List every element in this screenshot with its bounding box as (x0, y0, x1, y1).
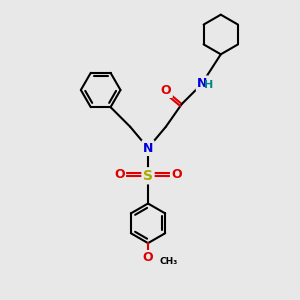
Text: H: H (204, 80, 213, 90)
Text: O: O (171, 168, 182, 181)
Text: S: S (143, 169, 153, 183)
Text: O: O (143, 251, 153, 265)
Text: N: N (197, 77, 208, 90)
Text: CH₃: CH₃ (160, 257, 178, 266)
Text: N: N (143, 142, 153, 154)
Text: O: O (114, 168, 124, 181)
Text: O: O (161, 83, 171, 97)
